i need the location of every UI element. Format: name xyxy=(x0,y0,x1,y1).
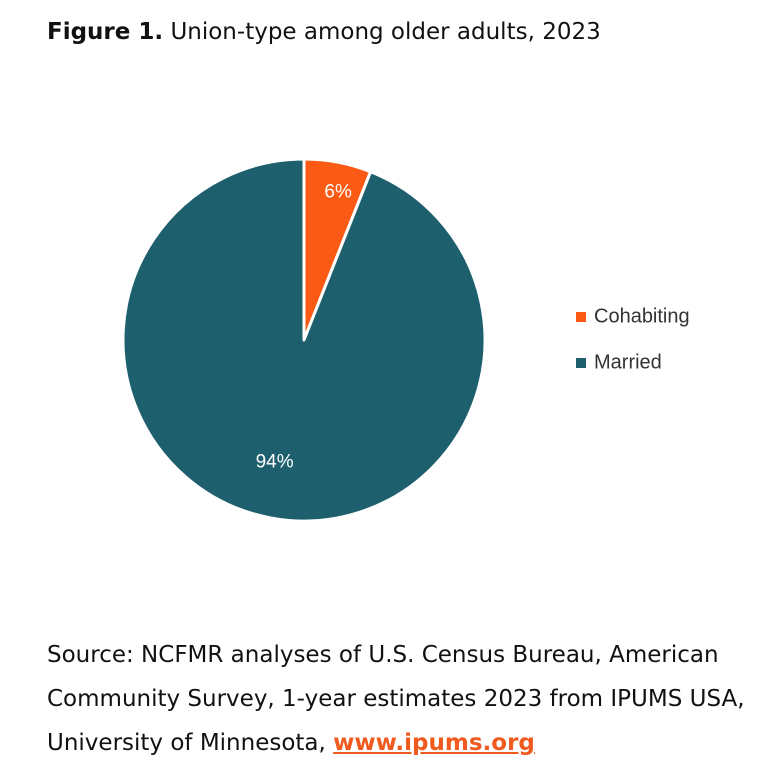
source-note: Source: NCFMR analyses of U.S. Census Bu… xyxy=(47,633,747,765)
legend-label-married: Married xyxy=(594,351,662,373)
pie-labels: 6% 94% xyxy=(256,181,352,472)
legend-swatch-cohabiting xyxy=(576,312,586,322)
ipums-link[interactable]: www.ipums.org xyxy=(333,730,535,756)
chart-legend: Cohabiting Married xyxy=(576,305,690,373)
figure-title-text: Union-type among older adults, 2023 xyxy=(170,19,601,45)
legend-label-cohabiting: Cohabiting xyxy=(594,305,690,327)
legend-swatch-married xyxy=(576,358,586,368)
pie-slice-married xyxy=(121,157,487,523)
pie-label-cohabiting: 6% xyxy=(324,181,352,202)
pie-slices xyxy=(121,157,487,523)
figure-number: Figure 1. xyxy=(47,19,164,45)
source-text: Source: NCFMR analyses of U.S. Census Bu… xyxy=(47,642,745,756)
pie-chart: 6% 94% Cohabiting Married xyxy=(121,157,690,523)
figure-title: Figure 1. Union-type among older adults,… xyxy=(47,16,601,48)
pie-label-married: 94% xyxy=(256,452,294,473)
